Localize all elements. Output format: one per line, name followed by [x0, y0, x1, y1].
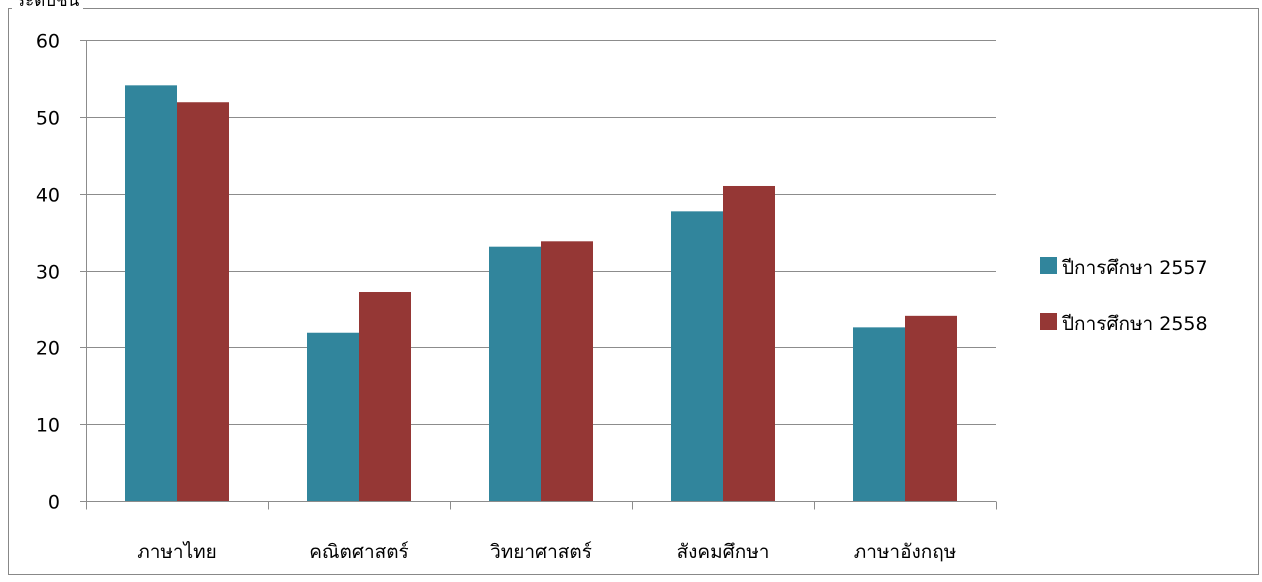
legend: ปีการศึกษา 2557 ปีการศึกษา 2558 — [1040, 257, 1208, 335]
y-tick-label: 30 — [36, 262, 60, 284]
bar — [671, 211, 723, 502]
x-tick-label: สังคมศึกษา — [677, 541, 770, 563]
y-tick-label: 0 — [48, 492, 60, 514]
x-tick-label: วิทยาศาสตร์ — [490, 541, 592, 563]
y-tick-label: 10 — [36, 415, 60, 437]
gridlines — [86, 40, 996, 425]
legend-swatch — [1040, 257, 1057, 274]
bar — [307, 332, 359, 501]
x-tick-label: ภาษาไทย — [137, 541, 217, 563]
y-tick-label: 60 — [36, 31, 60, 53]
legend-label: ปีการศึกษา 2558 — [1061, 313, 1207, 335]
bar — [489, 246, 541, 501]
legend-swatch — [1040, 313, 1057, 330]
y-tick-label: 50 — [36, 108, 60, 130]
axes: 0 10 20 30 40 50 60 ภาษาไทย คณิตศาสตร์ วิทยาศาสตร… — [36, 31, 997, 563]
bar — [359, 292, 411, 501]
x-tick-label: ภาษาอังกฤษ — [854, 541, 957, 563]
bar — [177, 102, 229, 502]
bar — [905, 315, 957, 501]
y-tick-label: 40 — [36, 185, 60, 207]
bar — [723, 185, 775, 501]
bar — [853, 327, 905, 501]
bars — [125, 85, 957, 502]
bar — [541, 241, 593, 501]
y-tick-label: 20 — [36, 338, 60, 360]
x-tick-label: คณิตศาสตร์ — [309, 541, 409, 563]
bar — [125, 85, 177, 501]
legend-label: ปีการศึกษา 2557 — [1061, 257, 1207, 279]
chart-caption: ระดับชั้น — [12, 0, 84, 11]
